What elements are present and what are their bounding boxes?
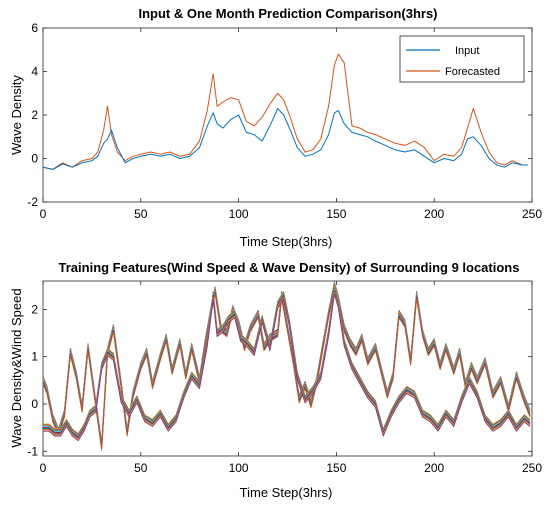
top-x-tick-label: 150 [326, 207, 346, 221]
bottom-x-tick-label: 100 [229, 461, 249, 475]
top-x-tick-label: 250 [522, 207, 542, 221]
bottom-x-tick-label: 50 [134, 461, 148, 475]
chart-top: Input & One Month Prediction Comparison(… [9, 6, 542, 249]
series-lines-bottom [42, 281, 531, 451]
legend-box [399, 35, 525, 83]
top-y-tick-label: 2 [31, 108, 38, 122]
series-line-input [42, 108, 529, 170]
chart-title-bottom: Training Features(Wind Speed & Wave Dens… [59, 260, 520, 275]
top-x-tick-label: 0 [40, 207, 47, 221]
bottom-y-tick-label: 2 [31, 302, 38, 316]
bottom-y-tick-label: 1 [31, 350, 38, 364]
location-series-line [43, 293, 531, 442]
top-y-tick-label: 6 [31, 21, 38, 35]
x-axis-label-bottom: Time Step(3hrs) [240, 485, 333, 500]
chart-bottom: Training Features(Wind Speed & Wave Dens… [9, 260, 542, 500]
chart-title-top: Input & One Month Prediction Comparison(… [139, 6, 438, 21]
series-lines-top [42, 53, 529, 170]
bottom-x-tick-label: 0 [40, 461, 47, 475]
x-axis-label-top: Time Step(3hrs) [240, 234, 333, 249]
top-x-tick-label: 50 [134, 207, 148, 221]
legend-label-input: Input [455, 45, 479, 57]
top-y-tick-label: -2 [27, 195, 38, 209]
legend-label-forecasted: Forecasted [445, 66, 500, 78]
legend: Input Forecasted [399, 35, 525, 83]
top-y-tick-label: 4 [31, 65, 38, 79]
bottom-x-tick-label: 150 [326, 461, 346, 475]
bottom-y-tick-label: -1 [27, 444, 38, 458]
y-axis-label-top: Wave Density [9, 75, 24, 155]
top-y-tick-label: 0 [31, 152, 38, 166]
bottom-x-tick-label: 250 [522, 461, 542, 475]
bottom-x-tick-label: 200 [424, 461, 444, 475]
top-x-tick-label: 200 [424, 207, 444, 221]
series-line-forecasted [42, 53, 529, 170]
top-x-tick-label: 100 [229, 207, 249, 221]
bottom-y-tick-label: 0 [31, 397, 38, 411]
y-axis-label-bottom: Wave Density&Wind Speed [9, 288, 24, 447]
